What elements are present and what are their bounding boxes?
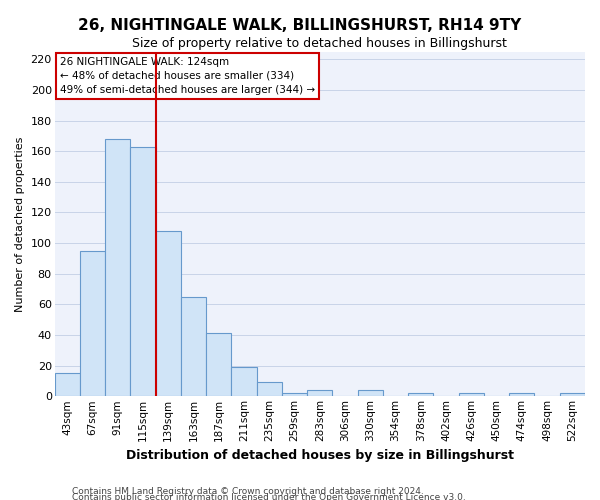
Bar — [459, 393, 484, 396]
Bar — [307, 390, 332, 396]
Text: Contains public sector information licensed under the Open Government Licence v3: Contains public sector information licen… — [72, 492, 466, 500]
Bar — [560, 393, 585, 396]
Bar — [358, 390, 383, 396]
Bar — [282, 393, 307, 396]
Bar — [105, 139, 130, 396]
Bar — [181, 296, 206, 396]
Bar — [232, 367, 257, 396]
Bar — [155, 231, 181, 396]
Bar — [80, 251, 105, 396]
Bar — [55, 374, 80, 396]
Title: Size of property relative to detached houses in Billingshurst: Size of property relative to detached ho… — [133, 38, 507, 51]
Bar — [509, 393, 535, 396]
Bar — [408, 393, 433, 396]
Text: 26 NIGHTINGALE WALK: 124sqm
← 48% of detached houses are smaller (334)
49% of se: 26 NIGHTINGALE WALK: 124sqm ← 48% of det… — [60, 57, 315, 95]
Bar — [206, 334, 232, 396]
Text: Contains HM Land Registry data © Crown copyright and database right 2024.: Contains HM Land Registry data © Crown c… — [72, 486, 424, 496]
Text: 26, NIGHTINGALE WALK, BILLINGSHURST, RH14 9TY: 26, NIGHTINGALE WALK, BILLINGSHURST, RH1… — [79, 18, 521, 32]
Y-axis label: Number of detached properties: Number of detached properties — [15, 136, 25, 312]
X-axis label: Distribution of detached houses by size in Billingshurst: Distribution of detached houses by size … — [126, 450, 514, 462]
Bar — [130, 146, 155, 396]
Bar — [257, 382, 282, 396]
